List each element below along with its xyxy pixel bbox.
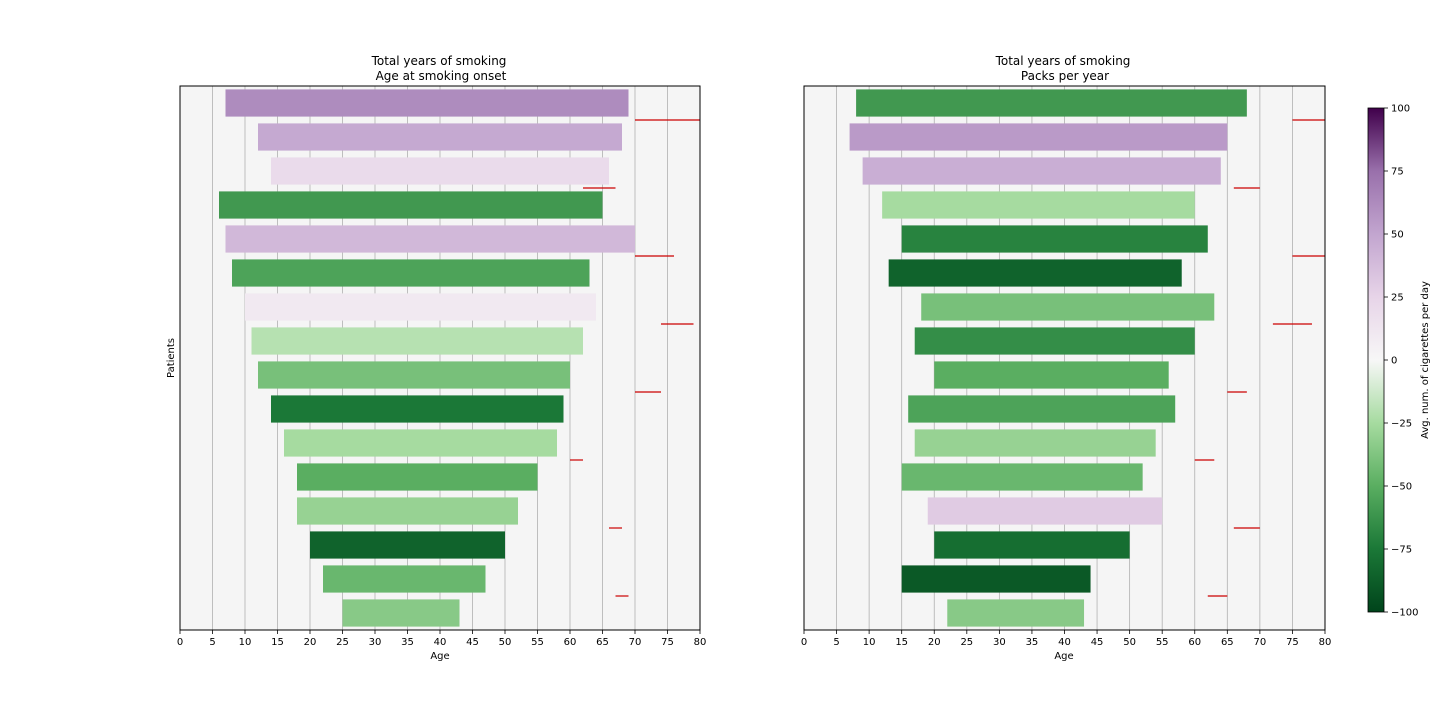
x-tick-label: 80 xyxy=(1319,637,1332,648)
colorbar-tick-label: −100 xyxy=(1391,608,1418,619)
smoking-bar xyxy=(862,157,1221,185)
x-tick-label: 5 xyxy=(833,637,839,648)
x-tick-label: 10 xyxy=(863,637,876,648)
chart-title: Total years of smoking xyxy=(995,54,1131,68)
colorbar-tick-label: 25 xyxy=(1391,293,1404,304)
x-tick-label: 45 xyxy=(466,637,479,648)
x-tick-label: 20 xyxy=(928,637,941,648)
smoking-bar xyxy=(901,463,1143,491)
x-tick-label: 80 xyxy=(694,637,707,648)
colorbar-tick-label: −25 xyxy=(1391,419,1412,430)
x-tick-label: 30 xyxy=(993,637,1006,648)
x-tick-label: 25 xyxy=(960,637,973,648)
x-tick-label: 50 xyxy=(499,637,512,648)
x-tick-label: 35 xyxy=(401,637,414,648)
x-tick-label: 30 xyxy=(369,637,382,648)
smoking-bar xyxy=(271,157,609,185)
x-tick-label: 40 xyxy=(1058,637,1071,648)
smoking-bar xyxy=(856,89,1247,117)
smoking-bar xyxy=(258,361,570,389)
smoking-bar xyxy=(947,599,1085,627)
smoking-bar xyxy=(219,191,603,219)
smoking-bar xyxy=(251,327,583,355)
x-tick-label: 65 xyxy=(1221,637,1234,648)
x-tick-label: 25 xyxy=(336,637,349,648)
x-tick-label: 65 xyxy=(596,637,609,648)
smoking-bar xyxy=(258,123,622,151)
smoking-bar xyxy=(225,225,635,253)
smoking-bar xyxy=(901,225,1208,253)
x-tick-label: 5 xyxy=(209,637,215,648)
x-tick-label: 15 xyxy=(271,637,284,648)
chart-subtitle: Packs per year xyxy=(1021,69,1109,83)
smoking-bar xyxy=(245,293,596,321)
smoking-bar xyxy=(888,259,1182,287)
chart-packs-per-year: Total years of smoking Packs per year 0 5… xyxy=(801,54,1332,662)
smoking-bar xyxy=(927,497,1163,525)
chart-subtitle: Age at smoking onset xyxy=(376,69,507,83)
x-tick-label: 20 xyxy=(304,637,317,648)
smoking-bar xyxy=(914,327,1195,355)
x-tick-label: 35 xyxy=(1026,637,1039,648)
x-tick-label: 55 xyxy=(1156,637,1169,648)
smoking-bar xyxy=(271,395,564,423)
smoking-bar xyxy=(297,497,518,525)
colorbar-tick-label: 100 xyxy=(1391,104,1410,115)
colorbar-tick-label: 50 xyxy=(1391,230,1404,241)
colorbar-tick-label: 75 xyxy=(1391,167,1404,178)
x-axis-label: Age xyxy=(430,651,449,662)
bars-layer xyxy=(219,89,635,627)
x-tick-label: 0 xyxy=(177,637,183,648)
colorbar-tick-label: −75 xyxy=(1391,545,1412,556)
smoking-bar xyxy=(934,361,1169,389)
x-tick-label: 70 xyxy=(629,637,642,648)
x-tick-label: 15 xyxy=(895,637,908,648)
smoking-bar xyxy=(323,565,486,593)
smoking-bar xyxy=(882,191,1195,219)
x-tick-label: 45 xyxy=(1091,637,1104,648)
x-ticks: 0 5 10 15 20 25 30 35 40 45 50 55 60 65 70 75 80 xyxy=(177,630,707,648)
smoking-bar xyxy=(297,463,538,491)
x-axis-label: Age xyxy=(1054,651,1073,662)
smoking-bar xyxy=(921,293,1215,321)
x-tick-label: 55 xyxy=(531,637,544,648)
events-layer xyxy=(1194,119,1325,597)
smoking-bar xyxy=(310,531,505,559)
colorbar-label: Avg. num. of cigarettes per day xyxy=(1420,281,1431,439)
smoking-bar xyxy=(934,531,1130,559)
x-tick-label: 10 xyxy=(239,637,252,648)
smoking-bar xyxy=(342,599,460,627)
smoking-bar xyxy=(908,395,1176,423)
colorbar-gradient xyxy=(1367,107,1385,613)
x-tick-label: 75 xyxy=(661,637,674,648)
y-axis-label: Patients xyxy=(166,338,177,378)
events-layer xyxy=(570,119,700,597)
x-tick-label: 60 xyxy=(564,637,577,648)
x-tick-label: 70 xyxy=(1254,637,1267,648)
colorbar-ticks: 100 75 50 25 0 −25 −50 −75 −100 xyxy=(1384,104,1418,619)
smoking-bar xyxy=(849,123,1228,151)
x-ticks: 0 5 10 15 20 25 30 35 40 45 50 55 60 65 70 75 80 xyxy=(801,630,1332,648)
smoking-bar xyxy=(901,565,1091,593)
smoking-bar xyxy=(232,259,590,287)
x-tick-label: 60 xyxy=(1188,637,1201,648)
chart-title: Total years of smoking xyxy=(371,54,507,68)
x-tick-label: 50 xyxy=(1123,637,1136,648)
x-tick-label: 75 xyxy=(1286,637,1299,648)
bars-layer xyxy=(849,89,1247,627)
colorbar-tick-label: −50 xyxy=(1391,482,1412,493)
smoking-bar xyxy=(225,89,629,117)
colorbar-tick-label: 0 xyxy=(1391,356,1397,367)
x-tick-label: 40 xyxy=(434,637,447,648)
colorbar: 100 75 50 25 0 −25 −50 −75 −100 Avg. num. of cig… xyxy=(1367,104,1431,619)
x-tick-label: 0 xyxy=(801,637,807,648)
smoking-bar xyxy=(914,429,1156,457)
smoking-bar xyxy=(284,429,557,457)
chart-onset-age: Total years of smoking Age at smoking on… xyxy=(166,54,706,662)
